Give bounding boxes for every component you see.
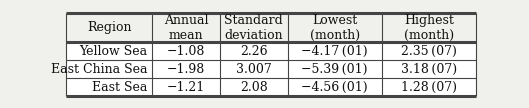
- Text: −1.98: −1.98: [167, 63, 205, 76]
- Text: East China Sea: East China Sea: [51, 63, 147, 76]
- Text: 1.28 (07): 1.28 (07): [401, 81, 457, 94]
- Text: 2.26: 2.26: [240, 45, 268, 58]
- Text: −4.56 (01): −4.56 (01): [302, 81, 368, 94]
- Text: Yellow Sea: Yellow Sea: [79, 45, 147, 58]
- Text: Region: Region: [87, 21, 131, 34]
- Text: Annual
mean: Annual mean: [164, 14, 208, 41]
- Text: Highest
(month): Highest (month): [404, 14, 454, 41]
- Text: Lowest
(month): Lowest (month): [309, 14, 360, 41]
- Text: −1.08: −1.08: [167, 45, 205, 58]
- Text: Standard
deviation: Standard deviation: [224, 14, 283, 41]
- Text: −4.17 (01): −4.17 (01): [302, 45, 368, 58]
- Text: 3.007: 3.007: [236, 63, 271, 76]
- Text: East Sea: East Sea: [92, 81, 147, 94]
- Bar: [66, 60, 476, 78]
- Text: −1.21: −1.21: [167, 81, 205, 94]
- Text: 2.08: 2.08: [240, 81, 268, 94]
- Bar: [66, 78, 476, 96]
- Text: −5.39 (01): −5.39 (01): [302, 63, 368, 76]
- Text: 2.35 (07): 2.35 (07): [401, 45, 457, 58]
- Text: 3.18 (07): 3.18 (07): [401, 63, 457, 76]
- Bar: [66, 42, 476, 60]
